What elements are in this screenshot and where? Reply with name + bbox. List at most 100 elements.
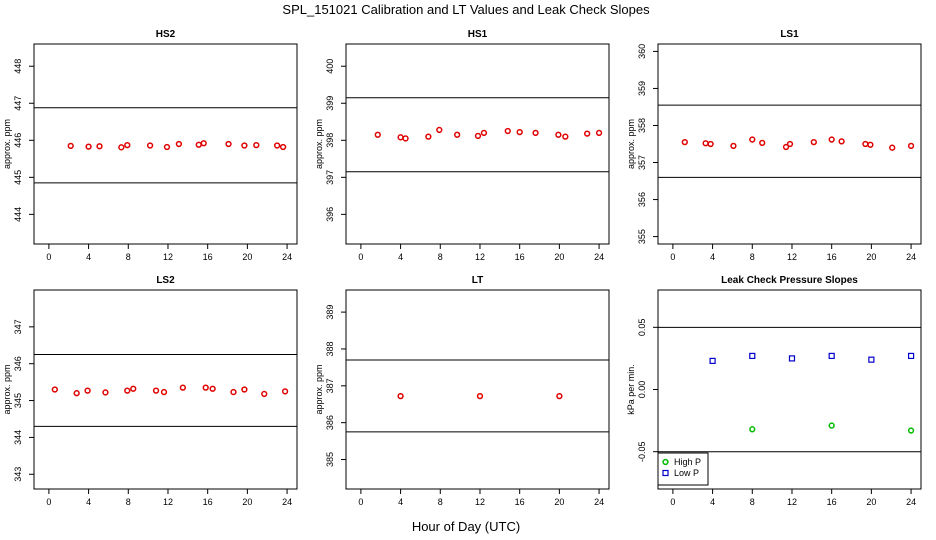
panel-2-series-1-point — [532, 129, 539, 137]
panel-3-series-1-point — [730, 142, 737, 150]
panel-2-series-1-point — [562, 133, 569, 140]
panel-4-x-tick-label: 20 — [242, 497, 252, 507]
panel-3-y-tick-label: 355 — [637, 229, 647, 244]
panel-4-series-1-point — [73, 390, 80, 397]
panel-1-x-tick-label: 0 — [46, 252, 51, 262]
panel-5-series-1-point — [476, 392, 484, 400]
panel-3-x-tick-label: 8 — [750, 252, 755, 262]
panel-2-frame — [345, 43, 610, 245]
panel-5-y-tick-label: 388 — [325, 341, 335, 356]
figure-title: SPL_151021 Calibration and LT Values and… — [282, 2, 650, 17]
panel-6-y-tick-label: 0.05 — [637, 319, 647, 337]
panel-2-series-1-point — [595, 129, 603, 137]
panel-2-y-tick-label: 398 — [325, 133, 335, 148]
panel-3-series-1-point — [782, 143, 790, 151]
panel-5-ylabel: approx. ppm — [314, 364, 324, 414]
panel-2-x-tick-label: 8 — [438, 252, 443, 262]
panel-3-x-tick-label: 20 — [866, 252, 876, 262]
panel-2-series-1-point — [402, 135, 409, 142]
panel-1-y-tick-label: 446 — [13, 133, 23, 148]
panel-4-series-1-point — [261, 390, 268, 398]
panel-6-legend-marker — [662, 458, 669, 466]
panel-6-legend-label: High P — [674, 457, 701, 467]
panel-5-frame — [345, 289, 610, 490]
panel-3-series-1-point — [889, 144, 896, 151]
panel-1-x-tick-label: 24 — [282, 252, 292, 262]
panel-4-y-tick-label: 344 — [13, 430, 23, 445]
panel-4-y-tick-label: 346 — [13, 356, 23, 371]
panel-3-series-1-point — [707, 140, 714, 148]
panel-1-x-tick-label: 12 — [163, 252, 173, 262]
panel-2-series-1-point — [584, 130, 591, 137]
panel-6-series-2-point — [709, 357, 716, 364]
panel-4-series-1-point — [84, 387, 91, 394]
panel-2-series-1-point — [474, 132, 482, 140]
panel-1-y-tick-label: 445 — [13, 170, 23, 185]
panel-3-title: LS1 — [780, 29, 799, 40]
panel-4-x-tick-label: 16 — [203, 497, 213, 507]
panel-4-y-tick-label: 347 — [13, 319, 23, 334]
panel-4: LS2 0 4 8 12 16 20 24 343 344 345 346 347 approx. ppm — [2, 275, 298, 507]
panel-4-series-1-point — [179, 384, 187, 391]
panel-1-x-tick-label: 20 — [242, 252, 252, 262]
panel-5: LT 0 4 8 12 16 20 24 385 386 387 388 389 approx. ppm — [314, 275, 610, 507]
panel-2-y-tick-label: 396 — [325, 207, 335, 222]
panel-3-y-tick-label: 359 — [637, 81, 647, 96]
panel-1-y-tick-label: 447 — [13, 96, 23, 111]
panel-2-x-tick-label: 0 — [358, 252, 363, 262]
panel-3-series-1-point — [749, 136, 756, 143]
panel-1: HS2 0 4 8 12 16 20 24 444 445 446 447 448 approx. ppm — [2, 29, 298, 262]
panel-3-series-1-point — [907, 142, 915, 150]
panel-6-series-2-point — [788, 355, 796, 362]
panel-2-series-1-point — [555, 131, 562, 138]
panel-1-series-1-point — [118, 144, 125, 151]
panel-1-series-1-point — [253, 141, 260, 149]
panel-4-ylabel: approx. ppm — [2, 364, 12, 414]
panel-2-series-1-point — [436, 126, 443, 134]
panel-5-y-tick-label: 387 — [325, 378, 335, 393]
panel-2-x-tick-label: 16 — [515, 252, 525, 262]
panel-3-series-1-point — [810, 138, 817, 146]
panel-4-x-tick-label: 12 — [163, 497, 173, 507]
panel-3-y-tick-label: 357 — [637, 155, 647, 170]
panel-3-frame — [657, 43, 922, 245]
panel-5-x-tick-label: 4 — [398, 497, 403, 507]
panel-3-x-tick-label: 24 — [906, 252, 916, 262]
panel-1-series-1-point — [67, 142, 74, 150]
panel-5-title: LT — [472, 275, 483, 286]
panel-4-series-1-point — [241, 386, 248, 393]
panel-1-x-tick-label: 16 — [203, 252, 213, 262]
panel-6-series-2-point — [749, 352, 756, 360]
panel-6-y-tick-label: 0.00 — [637, 381, 647, 399]
panel-3: LS1 0 4 8 12 16 20 24 355 356 357 358 359 360 approx. … — [626, 29, 922, 262]
panel-4-x-tick-label: 8 — [126, 497, 131, 507]
panel-6-x-tick-label: 8 — [750, 497, 755, 507]
panel-2-x-tick-label: 4 — [398, 252, 403, 262]
panel-6-series-1-point — [749, 426, 756, 433]
panel-6-series-2-point — [868, 356, 875, 363]
panel-2-ylabel: approx. ppm — [314, 119, 324, 169]
panel-3-y-tick-label: 360 — [637, 44, 647, 59]
panel-5-y-tick-label: 389 — [325, 305, 335, 320]
panel-6-x-tick-label: 0 — [670, 497, 675, 507]
panel-3-series-1-point — [681, 138, 688, 146]
panel-1-series-1-point — [124, 141, 131, 149]
panel-1-y-tick-label: 444 — [13, 207, 23, 222]
panel-4-title: LS2 — [156, 275, 175, 286]
panel-5-x-tick-label: 8 — [438, 497, 443, 507]
panel-6-x-tick-label: 20 — [866, 497, 876, 507]
panel-5-series-1-point — [556, 392, 563, 400]
panel-3-series-1-point — [838, 138, 845, 145]
panel-4-x-tick-label: 4 — [86, 497, 91, 507]
figure-xlabel: Hour of Day (UTC) — [412, 519, 520, 534]
panel-6-legend-marker — [662, 469, 669, 477]
panel-4-series-1-point — [230, 388, 237, 396]
panel-1-x-tick-label: 8 — [126, 252, 131, 262]
panel-6-series-2-point — [828, 352, 835, 360]
panel-3-x-tick-label: 12 — [787, 252, 797, 262]
panel-1-series-1-point — [85, 143, 92, 150]
panel-1-x-tick-label: 4 — [86, 252, 91, 262]
panel-2-series-1-point — [480, 129, 488, 137]
panel-6-ylabel: kPa per min. — [626, 364, 636, 415]
